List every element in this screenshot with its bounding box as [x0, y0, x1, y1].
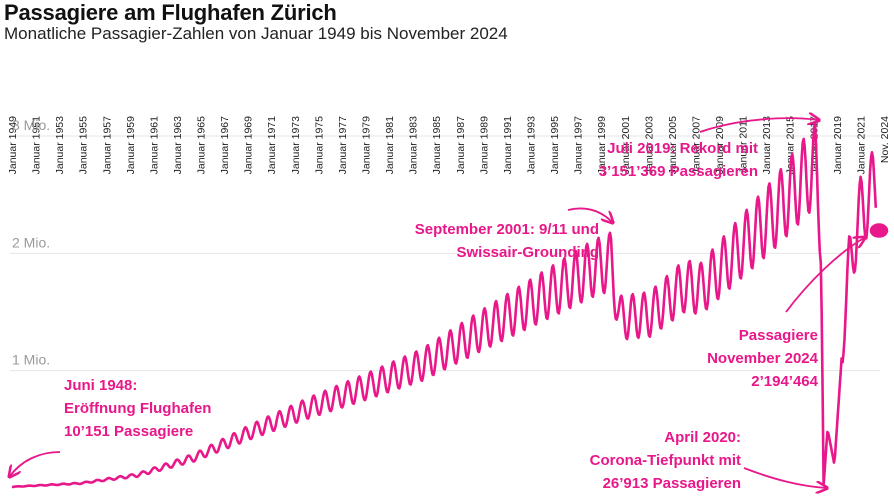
x-tick-label: Januar 1977	[337, 116, 349, 175]
x-tick-label: Januar 2009	[714, 116, 726, 175]
x-tick-label: Januar 1969	[243, 116, 255, 175]
x-tick-label: Januar 2013	[761, 116, 773, 175]
x-tick-label: Nov. 2024	[879, 116, 891, 163]
grid-lines	[10, 135, 880, 372]
x-tick-label: Januar 1997	[573, 116, 585, 175]
x-tick-label: Januar 2001	[620, 116, 632, 175]
x-tick-label: Januar 2007	[690, 116, 702, 175]
annotation-a2-line: September 2001: 9/11 und	[415, 221, 599, 238]
annotation-a4-line: 2’194’464	[751, 373, 818, 390]
x-tick-label: Januar 2005	[667, 116, 679, 175]
x-tick-label: Januar 1979	[361, 116, 373, 175]
x-tick-label: Januar 2011	[738, 116, 750, 174]
y-tick-label: 3 Mio.	[12, 117, 50, 133]
x-tick-label: Januar 1981	[384, 116, 396, 175]
x-tick-label: Januar 2003	[643, 116, 655, 175]
y-tick-label: 2 Mio.	[12, 234, 50, 250]
x-tick-label: Januar 2021	[855, 116, 867, 175]
x-tick-label: Januar 1989	[478, 116, 490, 175]
annotation-a1-line: 10’151 Passagiere	[64, 423, 193, 440]
final-point-marker	[868, 221, 890, 240]
x-tick-label: Januar 1971	[266, 116, 278, 175]
x-tick-label: Januar 1995	[549, 116, 561, 175]
annotation-arrow	[10, 451, 61, 476]
annotation-a5-line: April 2020:	[664, 429, 741, 446]
annotation-arrow	[743, 467, 826, 488]
annotation-a4-line: Passagiere	[739, 327, 818, 344]
annotation-a1-line: Juni 1948:	[64, 377, 137, 394]
annotation-a3-line: Juli 2019: Rekord mit	[607, 140, 758, 157]
x-tick-label: Januar 1963	[172, 116, 184, 175]
x-tick-label: Januar 1965	[196, 116, 208, 175]
series-line-layer	[11, 122, 890, 489]
annotations-layer: Juni 1948: Eröffnung Flughafen 10’151 Pass…	[10, 118, 864, 492]
x-tick-label: Januar 1959	[125, 116, 137, 175]
annotation-a1-line: Eröffnung Flughafen	[64, 400, 211, 417]
x-tick-label: Januar 1983	[408, 116, 420, 175]
y-tick-label: 1 Mio.	[12, 352, 50, 368]
x-tick-label: Januar 2019	[832, 116, 844, 175]
annotation-arrow	[699, 118, 818, 133]
y-axis-tick-labels: 1 Mio. 2 Mio. 3 Mio.	[12, 117, 50, 368]
x-tick-label: Januar 1985	[431, 116, 443, 175]
annotation-a5-line: Corona-Tiefpunkt mit	[590, 452, 741, 469]
x-tick-label: Januar 1993	[525, 116, 537, 175]
x-tick-label: Januar 1987	[455, 116, 467, 175]
annotation-a2-line: Swissair-Grounding	[456, 244, 599, 261]
annotation-a5-line: 26’913 Passagieren	[603, 475, 741, 492]
annotation-arrow	[785, 238, 864, 313]
annotation-arrow	[567, 207, 612, 223]
chart-title: Passagiere am Flughafen Zürich	[4, 0, 337, 25]
x-tick-label: Januar 1955	[78, 116, 90, 175]
chart-subtitle: Monatliche Passagier-Zahlen von Januar 1…	[4, 24, 508, 43]
x-tick-label: Januar 1961	[148, 116, 160, 175]
x-tick-label: Januar 1953	[54, 116, 66, 175]
annotation-a4-line: November 2024	[707, 350, 819, 367]
x-tick-label: Januar 1967	[219, 116, 231, 175]
x-tick-label: Januar 1957	[101, 116, 113, 175]
series-line	[11, 122, 878, 489]
annotation-a3-line: 3’151’369 Passagieren	[599, 163, 758, 180]
x-axis-tick-labels: Januar 1949 Januar 1951 Januar 1953 Januar …	[7, 116, 891, 175]
x-tick-label: Januar 1975	[313, 116, 325, 175]
x-tick-label: Januar 1999	[596, 116, 608, 175]
x-tick-label: Januar 1949	[7, 116, 19, 175]
x-tick-label: Januar 1973	[290, 116, 302, 175]
x-tick-label: Januar 1951	[31, 116, 43, 175]
x-tick-label: Januar 1991	[502, 116, 514, 175]
